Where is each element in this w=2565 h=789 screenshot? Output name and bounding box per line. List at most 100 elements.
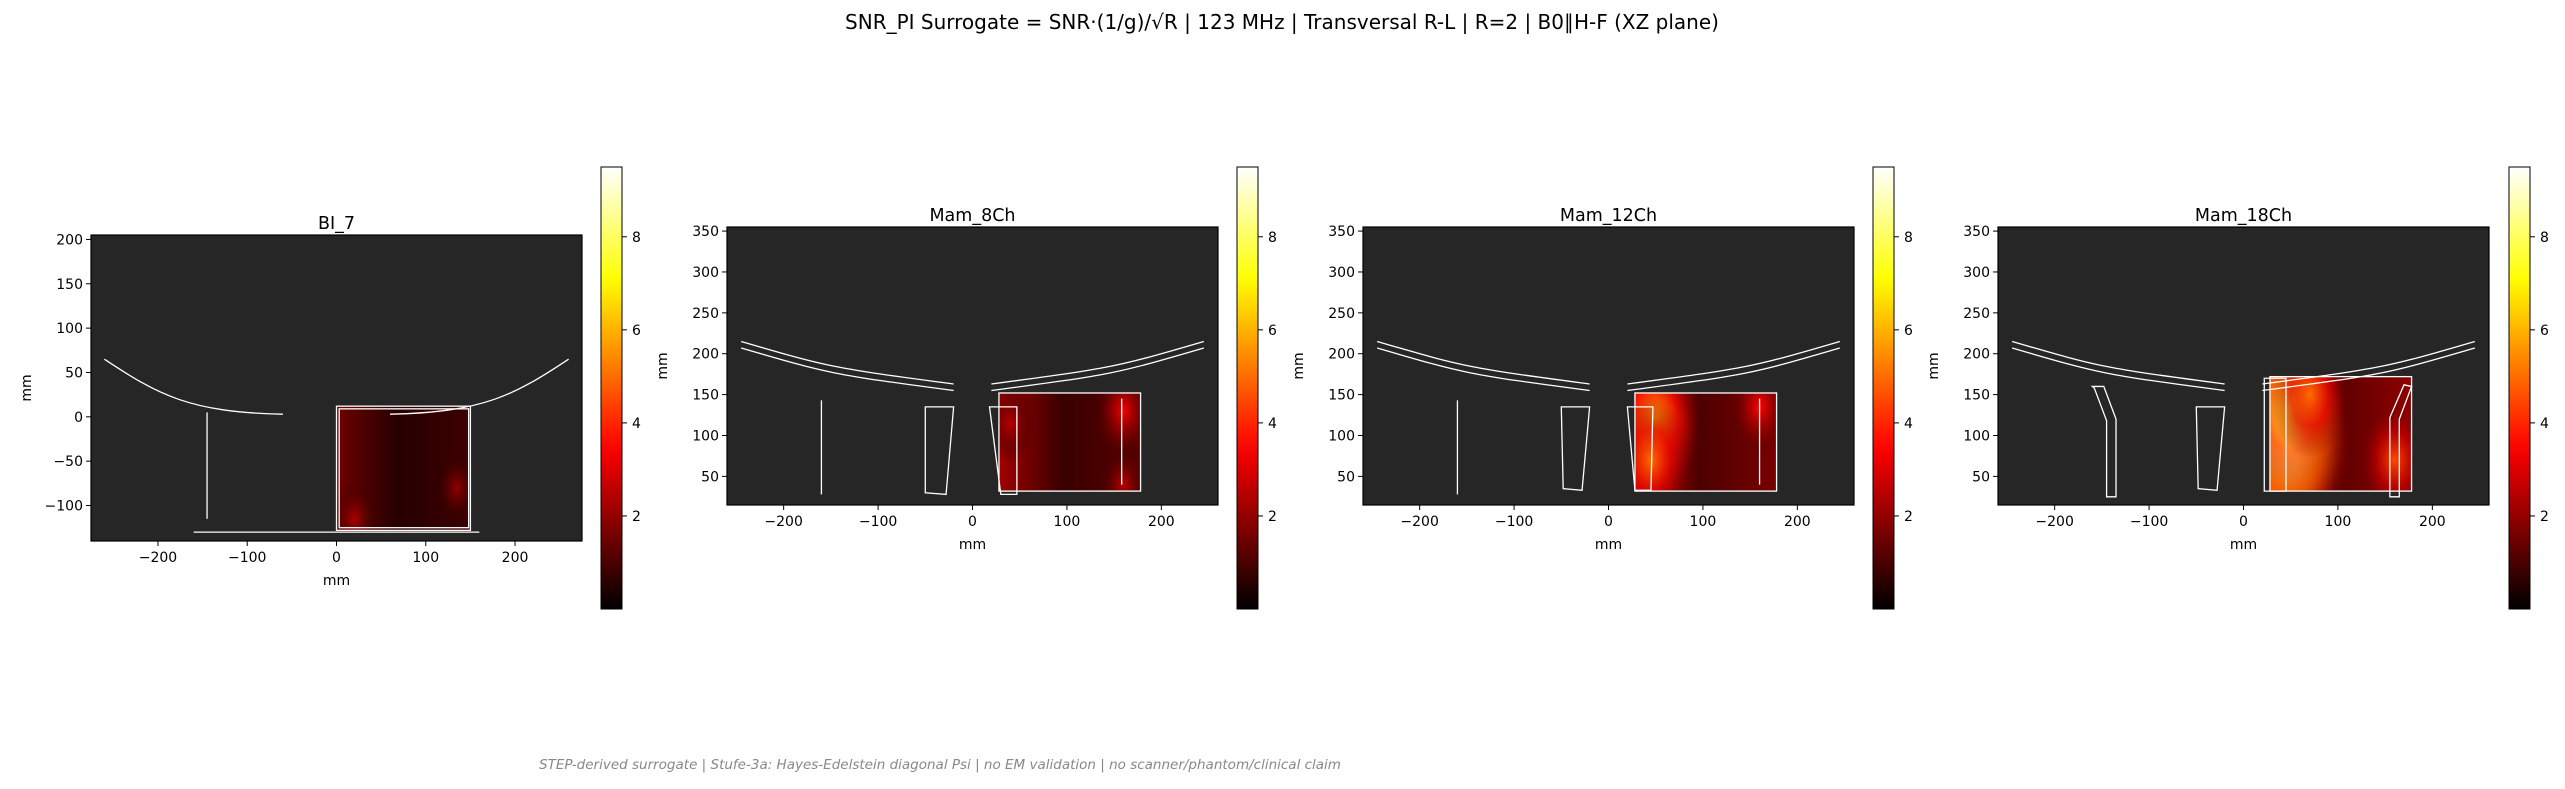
colorbar-tick-label: 8 [1904,230,1913,246]
panel-title: Mam_12Ch [1560,206,1657,226]
y-tick-label: 150 [1963,388,1990,404]
x-tick-label: −100 [2130,514,2168,530]
hotspot-layer [2269,376,2412,492]
y-axis-label: mm [19,374,35,401]
outline-polygon [924,406,955,496]
outline-rect [335,405,472,532]
x-tick-label: 100 [412,550,439,566]
outline-polygon [2389,384,2413,498]
panel-title: Mam_8Ch [929,206,1015,226]
x-axis-label: mm [323,573,350,589]
colorbar [2508,166,2531,610]
y-tick-label: 50 [701,469,719,485]
y-axis-label: mm [1291,352,1307,379]
outline-rect [998,392,1142,492]
x-tick-label: 0 [968,514,977,530]
y-tick-label: 150 [56,277,83,293]
y-tick-label: 200 [1328,347,1355,363]
outline-polygon [1560,406,1591,491]
outline-arc-inner [1627,347,1841,392]
x-tick-label: 200 [1148,514,1175,530]
y-tick-label: 150 [692,388,719,404]
panels: −200 −100 0 100 200 −100 −50 0 50 100 150 200 mm mm BI… [19,166,2549,610]
y-tick-label: 300 [1328,265,1355,281]
hotspot [336,481,378,531]
colorbar [1872,166,1895,610]
y-tick-label: 50 [65,365,83,381]
outline-arc-outer [1627,340,1841,385]
y-tick-label: 350 [1963,224,1990,240]
y-tick-label: 0 [74,410,83,426]
y-tick-label: 100 [56,321,83,337]
x-tick-label: −200 [1400,514,1438,530]
outline-polygon [2090,385,2117,498]
colorbar [1236,166,1259,610]
axes-background [1363,227,1854,505]
x-tick-label: 200 [502,550,529,566]
panel-title: Mam_18Ch [2195,206,2292,226]
panel-1: −200 −100 0 100 200 −100 −50 0 50 100 150 200 mm mm BI… [19,166,641,610]
x-axis-label: mm [959,537,986,553]
colorbar-tick-label: 4 [2540,416,2549,432]
x-tick-label: −200 [139,550,177,566]
colorbar-tick-label: 4 [1904,416,1913,432]
x-tick-label: 200 [1784,514,1811,530]
outline-arc-inner [2262,347,2476,392]
y-axis-label: mm [655,352,671,379]
outline-arc-outer [991,340,1205,385]
outline-arc-outer [2011,340,2225,385]
colorbar-tick-label: 6 [1904,323,1913,339]
outline-arc-inner [2011,347,2225,392]
x-tick-label: 0 [2239,514,2248,530]
x-tick-label: 100 [1690,514,1717,530]
colorbar-tick-label: 8 [1268,230,1277,246]
hotspot [435,453,471,523]
y-tick-label: 50 [1972,469,1990,485]
y-tick-label: 100 [1328,429,1355,445]
colorbar-tick-label: 8 [2540,230,2549,246]
plot-area [1376,340,1841,495]
panel-4: −200 −100 0 100 200 50 100 150 200 250 300 350 mm mm M… [1926,166,2549,610]
outline-arc-inner [991,347,1205,392]
outline-arc-inner [1376,347,1590,392]
y-tick-label: −50 [53,454,83,470]
x-tick-label: −100 [859,514,897,530]
hotspot [1634,396,1691,492]
x-tick-label: −200 [764,514,802,530]
y-tick-label: 100 [692,429,719,445]
plot-area [740,340,1205,496]
hotspot-layer [336,453,471,531]
plot-area [2011,340,2476,498]
axes-background [1998,227,2489,505]
y-tick-label: 250 [692,306,719,322]
plot-area [104,358,569,533]
outline-rect [1634,392,1778,492]
colorbar-tick-label: 4 [1268,416,1277,432]
x-tick-label: 100 [1054,514,1081,530]
colorbar-tick-label: 6 [1268,323,1277,339]
hotspot [2270,376,2349,459]
axes-background [727,227,1218,505]
y-axis-label: mm [1926,352,1942,379]
outline-curve [104,358,283,415]
x-tick-label: 0 [1604,514,1613,530]
y-tick-label: 250 [1328,306,1355,322]
outline-polygon [2195,406,2226,491]
y-tick-label: 300 [1963,265,1990,281]
panel-title: BI_7 [318,214,355,234]
colorbar [600,166,623,610]
x-axis-label: mm [2230,537,2257,553]
y-tick-label: −100 [45,499,83,515]
x-tick-label: 100 [2325,514,2352,530]
figure-footnote: STEP-derived surrogate | Stufe-3a: Hayes… [539,757,1341,773]
outline-arc-outer [2262,340,2476,385]
y-tick-label: 100 [1963,429,1990,445]
x-tick-label: −200 [2035,514,2073,530]
x-tick-label: −100 [228,550,266,566]
hotspot [1094,392,1141,459]
hotspot [1729,392,1777,456]
y-tick-label: 200 [1963,347,1990,363]
panel-2: −200 −100 0 100 200 50 100 150 200 250 300 350 mm mm M… [655,166,1277,610]
outline-polygon [1626,406,1654,491]
